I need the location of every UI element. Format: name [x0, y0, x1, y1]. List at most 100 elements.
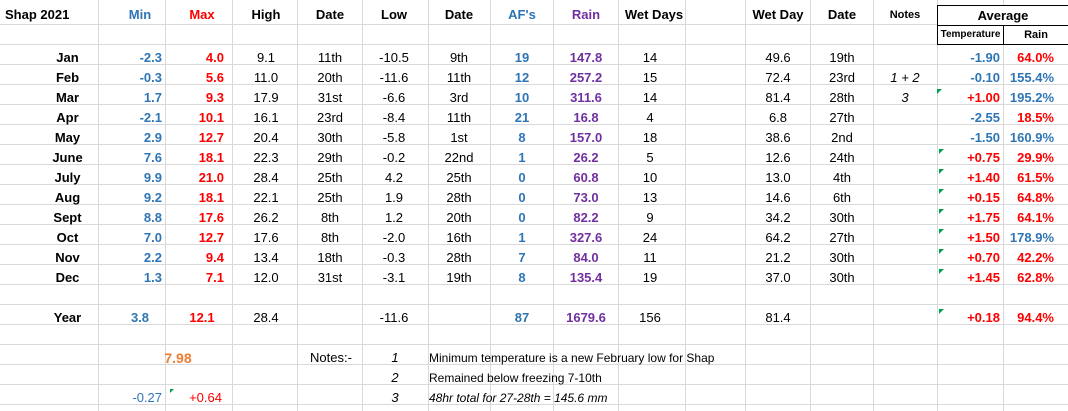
high-date-cell[interactable]: 30th: [317, 130, 343, 145]
temperature-subheader[interactable]: Temperature: [938, 26, 1004, 44]
min-cell[interactable]: 9.9: [143, 170, 162, 185]
wet-days-cell[interactable]: 4: [646, 110, 654, 125]
min-cell[interactable]: 1.3: [143, 270, 162, 285]
low-cell[interactable]: -11.6: [379, 70, 409, 85]
wet-day-cell[interactable]: 34.2: [765, 210, 791, 225]
month-label[interactable]: July: [54, 170, 81, 185]
notes-cell[interactable]: [875, 108, 935, 128]
low-cell[interactable]: -3.1: [382, 270, 406, 285]
low-cell[interactable]: -2.0: [382, 230, 406, 245]
rain-avg-cell[interactable]: 160.9%: [1009, 130, 1054, 145]
high-date-cell[interactable]: 8th: [320, 210, 340, 225]
afs-cell[interactable]: 0: [518, 190, 526, 205]
note-text[interactable]: 48hr total for 27-28th = 145.6 mm: [429, 391, 608, 405]
rain-avg-cell[interactable]: 18.5%: [1017, 110, 1054, 125]
note-number[interactable]: 3: [391, 390, 399, 405]
low-date-cell[interactable]: 19th: [446, 270, 472, 285]
note-text[interactable]: Remained below freezing 7-10th: [429, 371, 602, 385]
max-anomaly[interactable]: +0.64: [189, 390, 222, 405]
note-text[interactable]: Minimum temperature is a new February lo…: [429, 351, 715, 365]
high-date-cell[interactable]: 18th: [317, 250, 343, 265]
temp-avg-cell[interactable]: +0.15: [967, 190, 1000, 205]
year-wet-days[interactable]: 156: [639, 310, 661, 325]
low-date-cell[interactable]: 16th: [446, 230, 472, 245]
rain-avg-cell[interactable]: 64.0%: [1017, 50, 1054, 65]
rain-cell[interactable]: 147.8: [569, 50, 603, 65]
wet-day-cell[interactable]: 72.4: [765, 70, 791, 85]
rain-avg-cell[interactable]: 178.9%: [1009, 230, 1054, 245]
high-cell[interactable]: 26.2: [253, 210, 279, 225]
wet-date-header[interactable]: Date: [827, 7, 857, 22]
low-header[interactable]: Low: [381, 7, 407, 22]
wet-day-cell[interactable]: 6.8: [768, 110, 788, 125]
wet-date-cell[interactable]: 23rd: [828, 70, 856, 85]
wet-days-cell[interactable]: 5: [646, 150, 654, 165]
low-date-cell[interactable]: 20th: [446, 210, 472, 225]
afs-cell[interactable]: 1: [518, 150, 526, 165]
afs-cell[interactable]: 19: [514, 50, 530, 65]
notes-cell[interactable]: [875, 248, 935, 268]
high-date-cell[interactable]: 25th: [317, 170, 343, 185]
high-date-cell[interactable]: 8th: [320, 230, 340, 245]
wet-days-cell[interactable]: 24: [642, 230, 658, 245]
notes-cell[interactable]: [875, 208, 935, 228]
high-cell[interactable]: 13.4: [253, 250, 279, 265]
max-cell[interactable]: 18.1: [198, 150, 224, 165]
high-cell[interactable]: 17.9: [253, 90, 279, 105]
max-cell[interactable]: 9.3: [205, 90, 224, 105]
rain-cell[interactable]: 26.2: [573, 150, 599, 165]
month-label[interactable]: Nov: [55, 250, 80, 265]
notes-cell[interactable]: [875, 148, 935, 168]
month-label[interactable]: Aug: [54, 190, 81, 205]
low-cell[interactable]: -6.6: [382, 90, 406, 105]
high-date-cell[interactable]: 23rd: [316, 110, 344, 125]
notes-header[interactable]: Notes: [889, 9, 921, 21]
low-cell[interactable]: 4.2: [384, 170, 404, 185]
wet-days-header[interactable]: Wet Days: [624, 7, 684, 22]
wet-date-cell[interactable]: 28th: [829, 90, 855, 105]
temp-avg-cell[interactable]: -1.90: [970, 50, 1000, 65]
min-cell[interactable]: -2.1: [139, 110, 162, 125]
wet-days-cell[interactable]: 15: [642, 70, 658, 85]
min-cell[interactable]: -2.3: [139, 50, 162, 65]
wet-days-cell[interactable]: 10: [642, 170, 658, 185]
notes-cell[interactable]: [875, 228, 935, 248]
wet-days-cell[interactable]: 14: [642, 50, 658, 65]
rain-avg-cell[interactable]: 155.4%: [1009, 70, 1054, 85]
max-header[interactable]: Max: [189, 7, 215, 22]
wet-day-cell[interactable]: 14.6: [765, 190, 791, 205]
low-date-cell[interactable]: 11th: [446, 110, 472, 125]
rain-cell[interactable]: 135.4: [569, 270, 603, 285]
temp-avg-cell[interactable]: +1.75: [967, 210, 1000, 225]
wet-date-cell[interactable]: 30th: [829, 270, 855, 285]
month-label[interactable]: Dec: [55, 270, 80, 285]
wet-day-cell[interactable]: 21.2: [765, 250, 791, 265]
low-date-cell[interactable]: 1st: [450, 130, 468, 145]
year-high[interactable]: 28.4: [253, 310, 279, 325]
month-label[interactable]: Mar: [55, 90, 80, 105]
high-date-header[interactable]: Date: [315, 7, 345, 22]
wet-day-cell[interactable]: 64.2: [765, 230, 791, 245]
notes-label[interactable]: Notes:-: [310, 350, 352, 365]
year-temp-avg[interactable]: +0.18: [967, 310, 1000, 325]
min-cell[interactable]: 1.7: [143, 90, 162, 105]
low-date-cell[interactable]: 25th: [446, 170, 472, 185]
wet-day-cell[interactable]: 49.6: [765, 50, 791, 65]
temp-avg-cell[interactable]: +0.70: [967, 250, 1000, 265]
rain-subheader[interactable]: Rain: [1024, 29, 1048, 41]
min-cell[interactable]: 7.6: [143, 150, 162, 165]
rain-cell[interactable]: 84.0: [573, 250, 599, 265]
afs-cell[interactable]: 21: [514, 110, 530, 125]
high-cell[interactable]: 16.1: [253, 110, 279, 125]
month-label[interactable]: Sept: [53, 210, 82, 225]
afs-cell[interactable]: 8: [518, 270, 526, 285]
notes-cell[interactable]: 1 + 2: [890, 70, 920, 85]
low-date-cell[interactable]: 9th: [449, 50, 469, 65]
low-cell[interactable]: -0.2: [382, 150, 406, 165]
afs-cell[interactable]: 12: [514, 70, 530, 85]
high-date-cell[interactable]: 20th: [317, 70, 343, 85]
wet-day-header[interactable]: Wet Day: [752, 7, 804, 22]
rain-cell[interactable]: 82.2: [573, 210, 599, 225]
wet-day-cell[interactable]: 38.6: [765, 130, 791, 145]
